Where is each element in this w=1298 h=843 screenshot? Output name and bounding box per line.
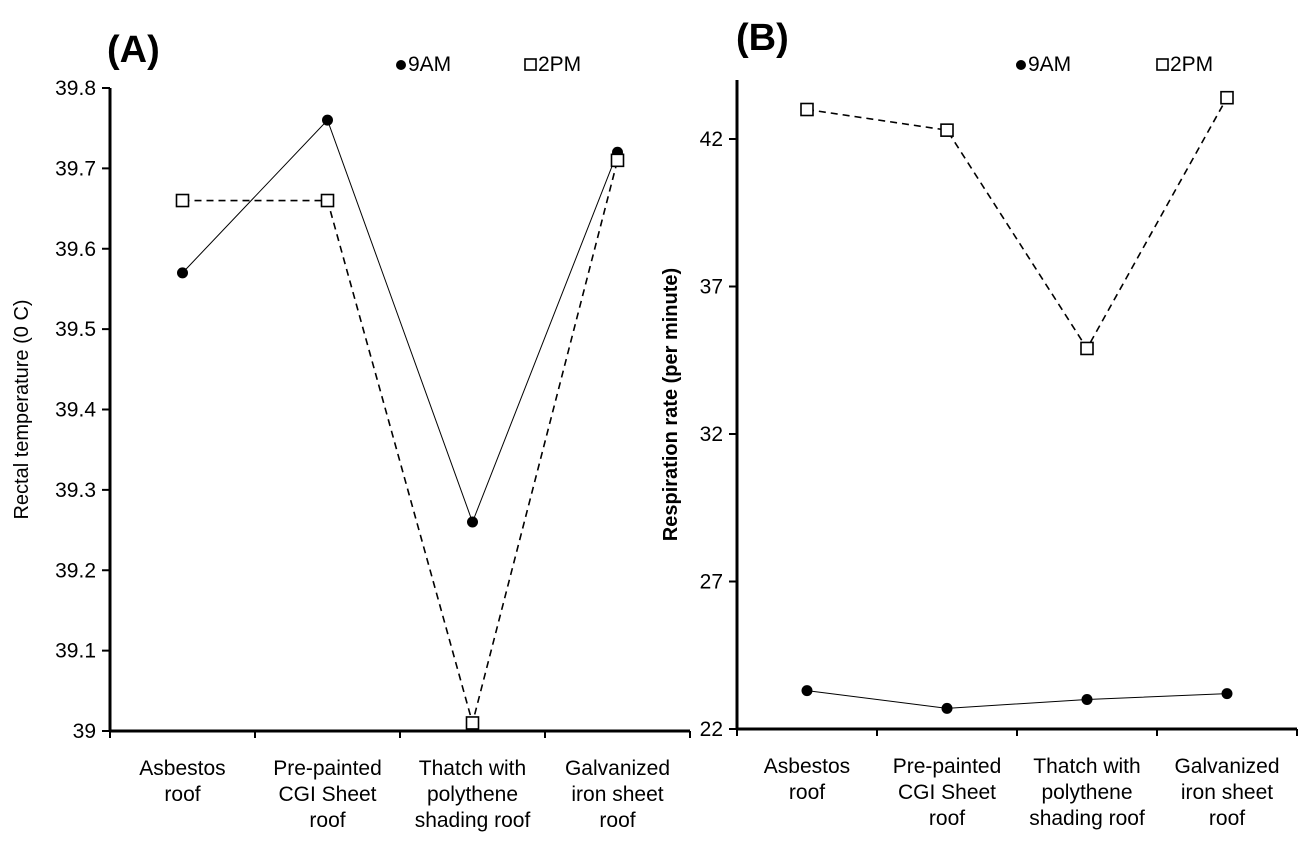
legend-label-2pm: 2PM <box>1170 53 1213 76</box>
legend-label-9am: 9AM <box>1028 53 1071 76</box>
y-tick-label: 39.4 <box>55 399 96 422</box>
y-axis-label: Rectal temperature (0 C) <box>11 299 33 519</box>
data-point-2pm <box>610 153 625 168</box>
x-category-label: Pre-painted CGI Sheet roof <box>273 757 382 832</box>
series-line-9am <box>182 119 618 524</box>
y-tick-label: 32 <box>700 423 723 446</box>
y-tick-label: 39.8 <box>55 77 96 100</box>
x-category-label: Galvanized iron sheet roof <box>1174 755 1279 830</box>
data-point-2pm <box>465 716 480 730</box>
y-tick-label: 42 <box>700 128 723 151</box>
data-point-9am <box>1221 688 1233 700</box>
legend-marker-9am <box>1016 60 1026 70</box>
panel-label: (A) <box>107 29 160 71</box>
y-tick-label: 39.3 <box>55 479 96 502</box>
y-tick-label: 39.5 <box>55 318 96 341</box>
legend-marker-2pm <box>524 58 537 71</box>
data-point-2pm <box>800 102 814 117</box>
y-tick-label: 27 <box>700 571 723 594</box>
data-point-2pm <box>320 193 335 208</box>
data-point-2pm <box>1080 341 1094 356</box>
y-tick-label: 39.1 <box>55 640 96 663</box>
data-point-2pm <box>175 193 190 208</box>
x-category-label: Asbestos roof <box>139 757 225 806</box>
series-line-2pm <box>806 97 1228 351</box>
data-point-2pm <box>940 123 954 137</box>
y-tick-label: 37 <box>700 276 723 299</box>
y-tick-label: 39 <box>73 720 96 743</box>
x-category-label: Asbestos roof <box>764 755 850 804</box>
y-tick-label: 22 <box>700 718 723 741</box>
chart-panel-a: (A) 39 39.1 39.2 39.3 39.4 39.5 39.6 39.7 39.8 Asb… <box>11 29 691 832</box>
panel-label: (B) <box>736 17 789 59</box>
data-point-9am <box>177 267 188 279</box>
x-category-label: Thatch with polythene shading roof <box>415 757 531 832</box>
legend-label-9am: 9AM <box>408 53 451 76</box>
y-tick-label: 39.7 <box>55 157 96 180</box>
data-point-2pm <box>1220 90 1234 105</box>
data-point-9am <box>322 114 333 126</box>
y-axis-label: Respiration rate (per minute) <box>660 268 682 541</box>
data-point-9am <box>801 685 813 697</box>
legend-marker-9am <box>396 60 406 70</box>
chart-panel-b: (B) 22 27 32 37 42 Asbestos roof Pre-painted CGI … <box>660 17 1298 830</box>
series-line-9am <box>806 690 1228 709</box>
series-line-2pm <box>182 160 619 727</box>
x-category-label: Pre-painted CGI Sheet roof <box>893 755 1002 830</box>
data-point-9am <box>467 516 478 528</box>
legend-marker-2pm <box>1156 58 1169 71</box>
x-category-label: Thatch with polythene shading roof <box>1029 755 1145 830</box>
y-tick-label: 39.6 <box>55 238 96 261</box>
y-tick-label: 39.2 <box>55 559 96 582</box>
data-point-9am <box>941 702 953 714</box>
x-category-label: Galvanized iron sheet roof <box>565 757 670 832</box>
data-point-9am <box>1081 694 1093 705</box>
legend-label-2pm: 2PM <box>538 53 581 76</box>
